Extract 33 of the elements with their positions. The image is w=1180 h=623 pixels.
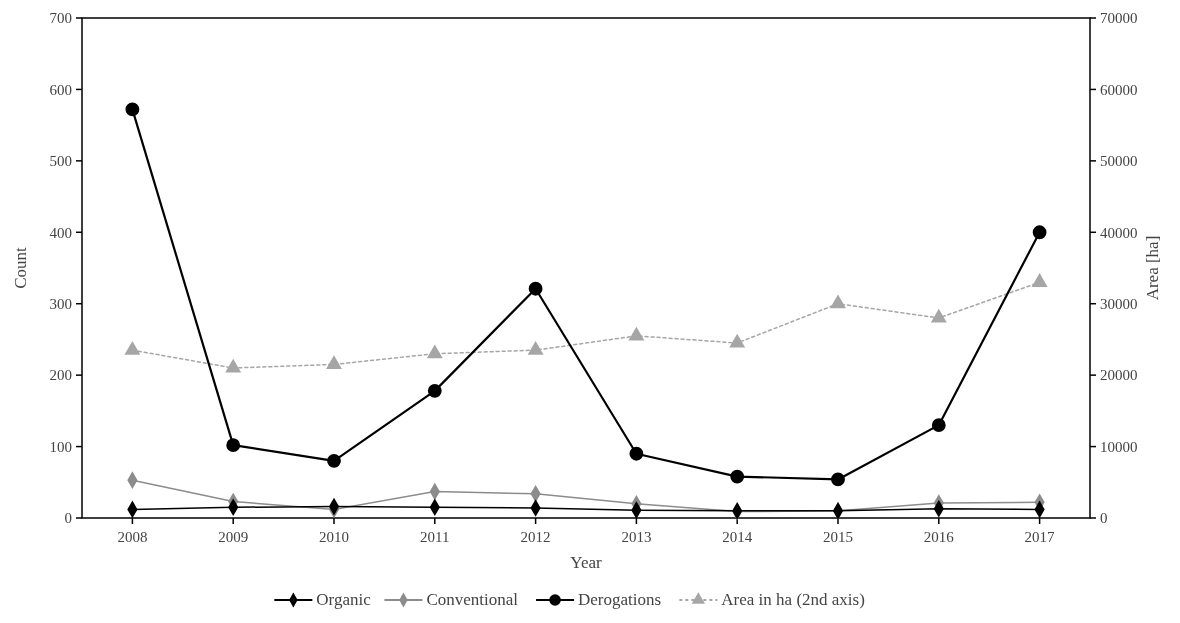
x-axis-title: Year [570, 553, 602, 572]
legend-label: Derogations [578, 590, 662, 609]
y2-axis-title: Area [ha] [1143, 235, 1162, 301]
x-tick-label: 2010 [319, 529, 349, 545]
y2-tick-label: 0 [1100, 510, 1108, 527]
legend-label: Organic [316, 590, 372, 609]
y-axis-title: Count [11, 246, 30, 289]
y2-tick-label: 70000 [1100, 10, 1138, 27]
y-tick-label: 200 [49, 367, 72, 384]
y2-tick-label: 50000 [1100, 153, 1138, 170]
y-tick-label: 700 [49, 10, 72, 27]
x-tick-label: 2014 [722, 529, 753, 545]
x-tick-label: 2017 [1024, 529, 1056, 545]
y2-tick-label: 30000 [1100, 295, 1138, 312]
y2-tick-label: 40000 [1100, 224, 1138, 241]
y-tick-label: 0 [64, 510, 72, 527]
legend-label: Conventional [426, 590, 519, 609]
x-tick-label: 2013 [621, 529, 652, 545]
y2-tick-label: 60000 [1100, 81, 1138, 98]
y2-tick-label: 20000 [1100, 367, 1138, 384]
y-tick-label: 500 [49, 153, 72, 170]
legend-label: Area in ha (2nd axis) [721, 590, 865, 609]
x-tick-label: 2011 [420, 529, 450, 545]
y-tick-label: 400 [49, 224, 72, 241]
x-tick-label: 2016 [923, 529, 955, 545]
y-tick-label: 300 [49, 295, 72, 312]
y-tick-label: 600 [49, 81, 72, 98]
x-tick-label: 2012 [520, 529, 551, 545]
x-tick-label: 2015 [823, 529, 853, 545]
y2-tick-label: 10000 [1100, 438, 1138, 455]
x-tick-label: 2008 [117, 529, 148, 545]
y-tick-label: 100 [49, 438, 72, 455]
x-tick-label: 2009 [218, 529, 249, 545]
